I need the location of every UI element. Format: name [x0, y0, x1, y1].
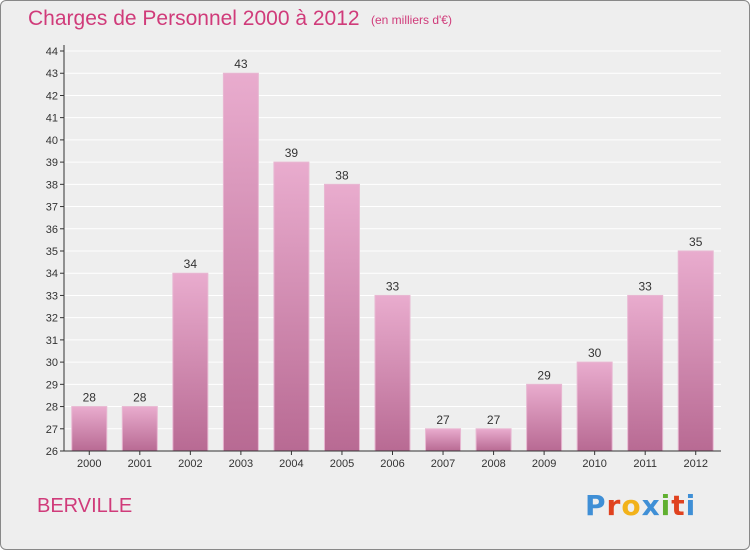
- bar: [627, 294, 664, 452]
- proxiti-logo[interactable]: Proxiti: [585, 489, 696, 522]
- y-tick-label: 36: [46, 224, 58, 236]
- chart-title: Charges de Personnel 2000 à 2012: [28, 7, 360, 30]
- y-tick-label: 28: [46, 402, 58, 414]
- data-label: 33: [639, 279, 653, 293]
- y-tick-label: 42: [46, 90, 58, 102]
- x-tick-label: 2009: [532, 458, 556, 470]
- y-tick-label: 38: [46, 179, 58, 191]
- data-label: 34: [184, 257, 198, 271]
- y-tick-label: 34: [46, 268, 58, 280]
- x-tick-label: 2006: [380, 458, 404, 470]
- x-tick-label: 2005: [330, 458, 354, 470]
- y-tick-label: 26: [46, 446, 58, 458]
- x-tick-label: 2004: [279, 458, 303, 470]
- data-label: 28: [83, 391, 97, 405]
- data-label: 30: [588, 346, 602, 360]
- y-tick-label: 29: [46, 379, 58, 391]
- data-label: 33: [386, 279, 400, 293]
- bar: [576, 361, 613, 452]
- x-tick-label: 2000: [77, 458, 101, 470]
- x-tick-label: 2003: [229, 458, 253, 470]
- x-tick-label: 2011: [633, 458, 657, 470]
- y-tick-label: 40: [46, 135, 58, 147]
- data-label: 43: [234, 57, 248, 71]
- logo-letter: r: [606, 489, 622, 522]
- bar: [172, 272, 209, 452]
- y-tick-label: 41: [46, 113, 58, 125]
- y-tick-label: 31: [46, 335, 58, 347]
- x-tick-label: 2012: [683, 458, 707, 470]
- y-tick-label: 35: [46, 246, 58, 258]
- bar: [374, 294, 411, 452]
- data-label: 29: [537, 368, 551, 382]
- x-tick-label: 2002: [178, 458, 202, 470]
- y-tick-label: 32: [46, 313, 58, 325]
- town-name: BERVILLE: [37, 495, 133, 517]
- y-tick-label: 33: [46, 290, 58, 302]
- chart-subtitle: (en milliers d'€): [371, 13, 452, 27]
- y-tick-label: 37: [46, 202, 58, 214]
- data-label: 28: [133, 391, 147, 405]
- data-label: 35: [689, 235, 703, 249]
- bar: [273, 161, 310, 452]
- y-tick-label: 39: [46, 157, 58, 169]
- logo-letter: i: [660, 489, 672, 522]
- x-tick-label: 2001: [128, 458, 152, 470]
- y-tick-label: 43: [46, 68, 58, 80]
- data-label: 27: [487, 413, 501, 427]
- bars: 28 28 34 43 39 38 33 27 27 29 30 33 35: [71, 57, 714, 452]
- bar: [425, 428, 462, 452]
- axes: 26 27 28 29 30 31 32 33 34 35 36 37 38 39 40 41 42 43 44 20…: [46, 45, 721, 470]
- data-label: 38: [335, 168, 349, 182]
- logo-letter: i: [685, 489, 697, 522]
- logo-letter: t: [671, 489, 686, 522]
- bar: [121, 406, 158, 452]
- y-tick-label: 44: [46, 46, 58, 58]
- bar: [475, 428, 512, 452]
- data-label: 27: [436, 413, 450, 427]
- logo-letter: x: [641, 489, 661, 522]
- y-tick-label: 30: [46, 357, 58, 369]
- y-tick-label: 27: [46, 424, 58, 436]
- logo-letter: P: [585, 489, 607, 522]
- bar: [323, 183, 360, 452]
- data-label: 39: [285, 146, 299, 160]
- bar: [71, 406, 108, 452]
- x-tick-label: 2008: [481, 458, 505, 470]
- x-tick-label: 2007: [431, 458, 455, 470]
- logo-letter: o: [621, 489, 642, 522]
- bar: [526, 383, 563, 452]
- bar: [677, 250, 714, 452]
- x-tick-label: 2010: [582, 458, 606, 470]
- bar: [222, 72, 259, 452]
